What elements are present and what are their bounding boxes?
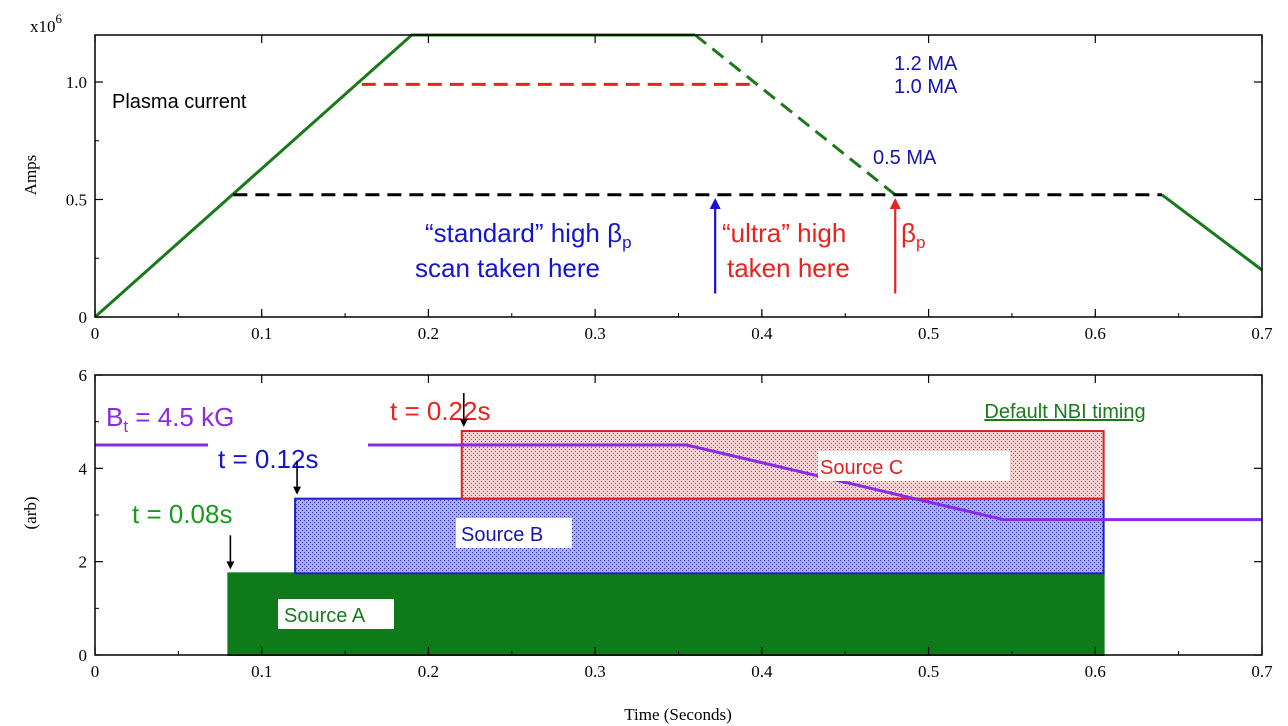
bottom-x-tick-label: 0.6: [1085, 662, 1106, 681]
bottom-x-tick-label: 0.5: [918, 662, 939, 681]
bottom-y-tick-label: 6: [79, 366, 88, 385]
bt-field-line: [95, 443, 1262, 522]
x-axis-label: Time (Seconds): [624, 705, 732, 724]
bottom-x-tick-label: 0: [91, 662, 100, 681]
bt-label-bg: [100, 398, 280, 436]
t022-label: t = 0.22s: [390, 396, 490, 426]
top-x-tick-label: 0.2: [418, 324, 439, 343]
source-b-label: Source B: [461, 524, 543, 546]
bottom-x-tick-label: 0.4: [751, 662, 773, 681]
ultra-scan-label-line2: taken here: [727, 253, 850, 283]
t008-label: t = 0.08s: [132, 499, 232, 529]
current-series-2: [1161, 193, 1263, 272]
top-x-tick-label: 0.7: [1251, 324, 1273, 343]
top-x-tick-label: 0.6: [1085, 324, 1106, 343]
bottom-x-tick-label: 0.7: [1251, 662, 1273, 681]
source-c-label: Source C: [820, 457, 903, 479]
bottom-y-tick-label: 2: [79, 553, 88, 572]
plasma-current-panel: 0 0.1 0.2 0.3 0.4 0.5 0.6 0.700.51.0 Amps x106 …: [21, 11, 1273, 343]
top-plot-frame: [94, 34, 1263, 318]
top-y-tick-label: 0: [79, 308, 88, 327]
source-a-label-bg: [278, 599, 394, 629]
top-x-tick-label: 0: [91, 324, 100, 343]
source-c-label-bg: [818, 451, 1010, 481]
bottom-y-tick-label: 4: [79, 459, 88, 478]
top-y-tick-label: 1.0: [66, 73, 87, 92]
source-a-label: Source A: [284, 605, 366, 627]
label-1-2-ma: 1.2 MA: [894, 53, 958, 75]
label-1-0-ma: 1.0 MA: [894, 76, 958, 98]
top-y-axis-label: Amps: [21, 155, 40, 196]
current-series-0: [94, 33, 696, 319]
standard-scan-label-line2: scan taken here: [415, 253, 600, 283]
source-bar-1: [294, 497, 1105, 575]
y-multiplier: x106: [30, 11, 63, 36]
default-nbi-timing-label: Default NBI timing: [984, 401, 1145, 423]
t012-label-bg: [208, 436, 368, 476]
ultra-scan-label-line1: “ultra” high: [722, 218, 846, 248]
top-x-tick-label: 0.1: [251, 324, 272, 343]
bt-label: Bt = 4.5 kG: [106, 402, 234, 436]
top-y-tick-label: 0.5: [66, 191, 87, 210]
bottom-y-tick-label: 0: [79, 646, 88, 665]
label-0-5-ma: 0.5 MA: [873, 147, 937, 169]
standard-scan-label-line1: “standard” high βp: [425, 218, 632, 252]
plasma-current-label: Plasma current: [112, 91, 247, 113]
current-series-1: [694, 33, 897, 196]
top-x-tick-label: 0.3: [585, 324, 606, 343]
source-b-label-bg: [456, 518, 572, 548]
bottom-x-tick-label: 0.2: [418, 662, 439, 681]
top-x-tick-label: 0.5: [918, 324, 939, 343]
bottom-x-tick-label: 0.3: [585, 662, 606, 681]
bottom-y-axis-label: (arb): [21, 496, 40, 529]
bottom-x-tick-label: 0.1: [251, 662, 272, 681]
ultra-beta-label: βp: [901, 218, 925, 252]
top-x-tick-label: 0.4: [751, 324, 773, 343]
nbi-sources-panel: 0 0.1 0.2 0.3 0.4 0.5 0.6 0.7 0 2 4 6 (arb) Time (S…: [21, 366, 1273, 724]
t012-label: t = 0.12s: [218, 444, 318, 474]
